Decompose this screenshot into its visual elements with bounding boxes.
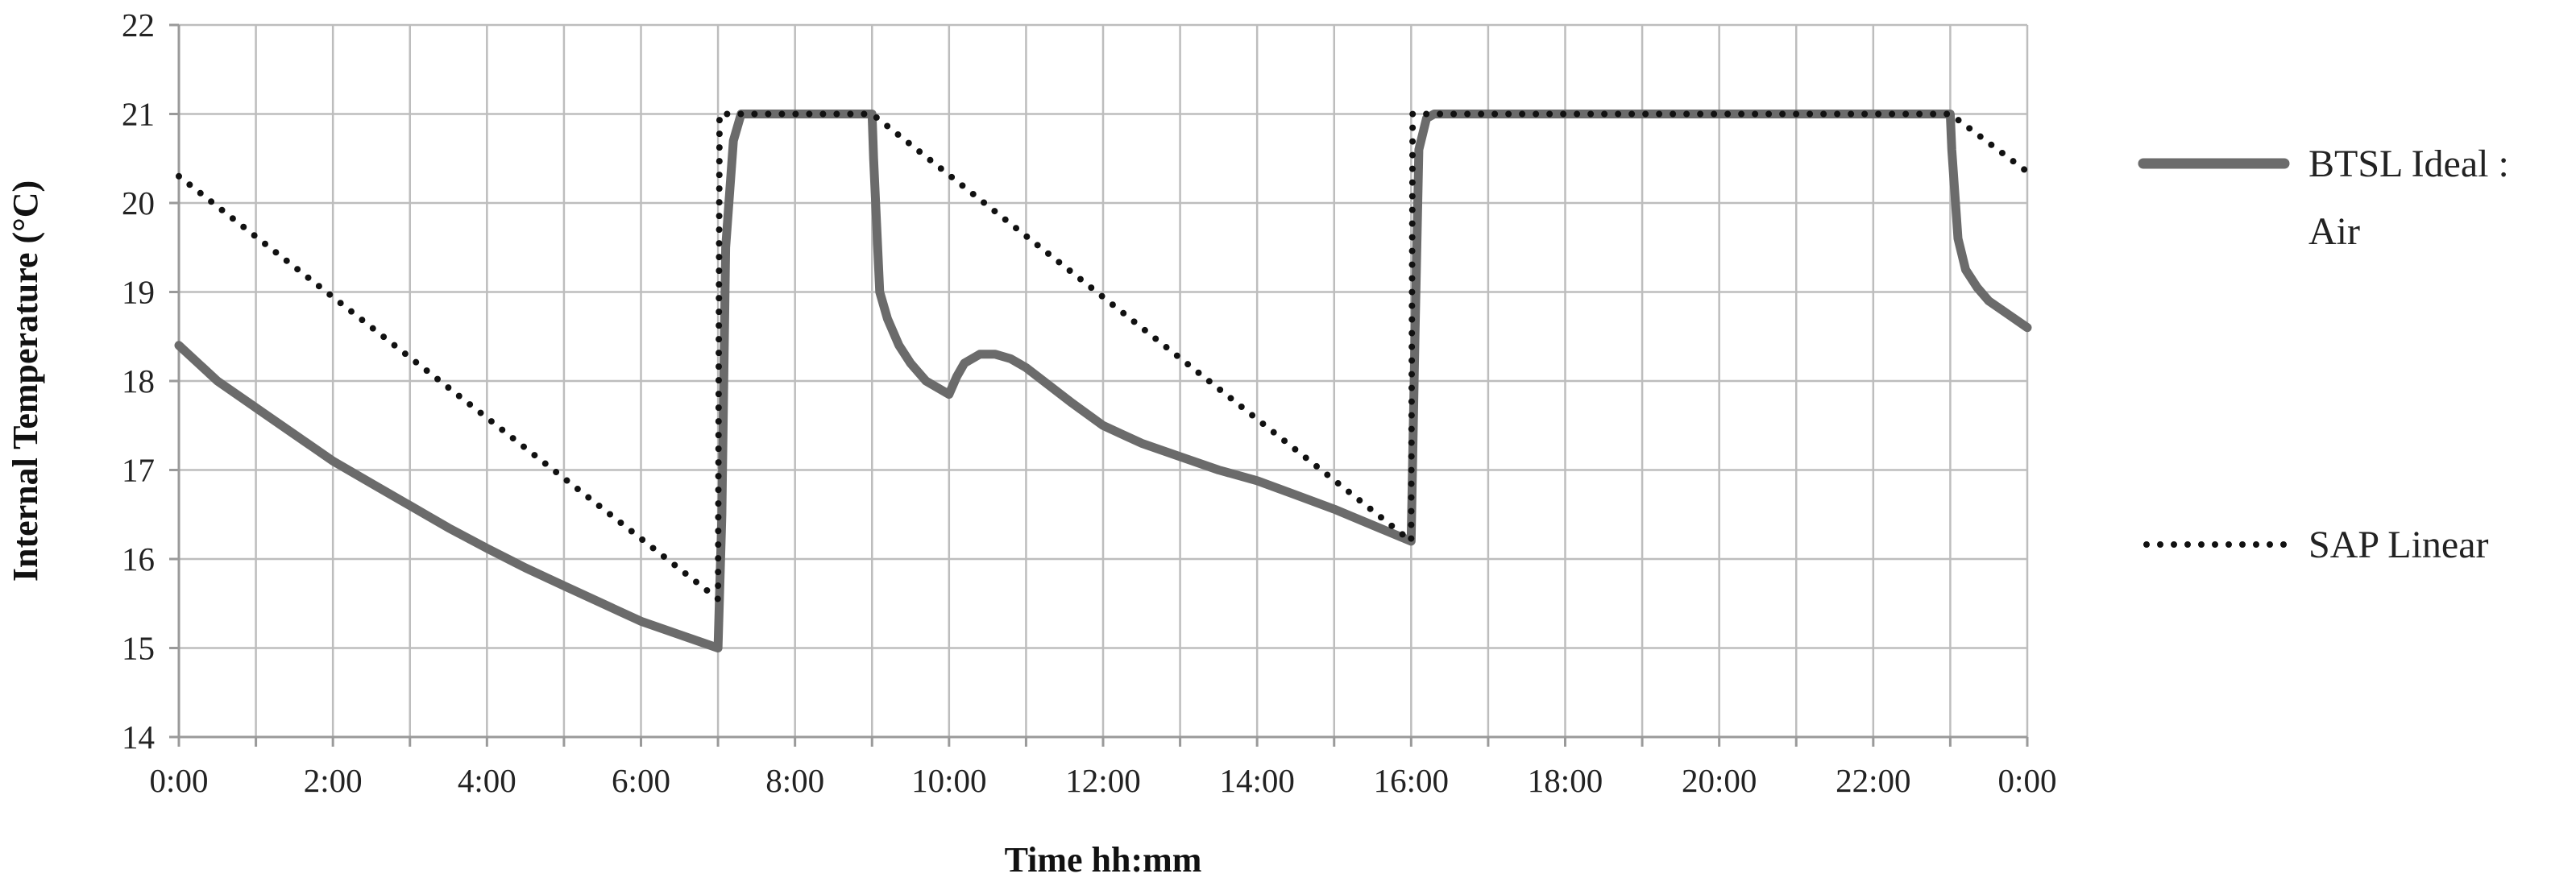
y-axis-title: Internal Temperature (°C) — [6, 180, 45, 582]
x-tick-label: 14:00 — [1219, 762, 1294, 799]
axes — [169, 23, 2029, 747]
y-tick-label: 17 — [122, 452, 155, 489]
x-tick-label: 10:00 — [911, 762, 986, 799]
legend-label-0: BTSL Ideal : — [2308, 143, 2509, 185]
y-tick-label: 15 — [122, 630, 155, 667]
legend: BTSL Ideal : Air SAP Linear — [2138, 143, 2509, 566]
x-tick-label: 12:00 — [1065, 762, 1140, 799]
tick-labels: 0:00 2:00 4:00 6:00 8:00 10:00 12:00 14:00 16:00… — [122, 6, 2056, 799]
series-line-0 — [174, 110, 2032, 652]
x-tick-label: 8:00 — [765, 762, 824, 799]
y-tick-label: 18 — [122, 362, 155, 400]
x-tick-label: 6:00 — [612, 762, 670, 799]
series-line-1 — [176, 110, 2031, 606]
grid — [177, 23, 2029, 739]
x-tick-label: 20:00 — [1682, 762, 1757, 799]
y-tick-label: 19 — [122, 274, 155, 311]
x-tick-label: 0:00 — [1998, 762, 2057, 799]
x-tick-label: 22:00 — [1836, 762, 1910, 799]
x-tick-label: 4:00 — [458, 762, 516, 799]
x-tick-label: 0:00 — [150, 762, 209, 799]
x-tick-label: 18:00 — [1528, 762, 1603, 799]
y-tick-label: 22 — [122, 6, 155, 43]
legend-label-0: Air — [2308, 210, 2360, 253]
x-tick-label: 2:00 — [304, 762, 363, 799]
y-tick-label: 21 — [122, 96, 155, 133]
y-tick-label: 16 — [122, 540, 155, 578]
y-tick-label: 20 — [122, 184, 155, 222]
x-tick-label: 16:00 — [1374, 762, 1449, 799]
y-tick-label: 14 — [122, 718, 155, 756]
legend-label-1: SAP Linear — [2308, 524, 2489, 566]
x-axis-title: Time hh:mm — [1005, 840, 1202, 880]
series-lines — [174, 110, 2032, 652]
